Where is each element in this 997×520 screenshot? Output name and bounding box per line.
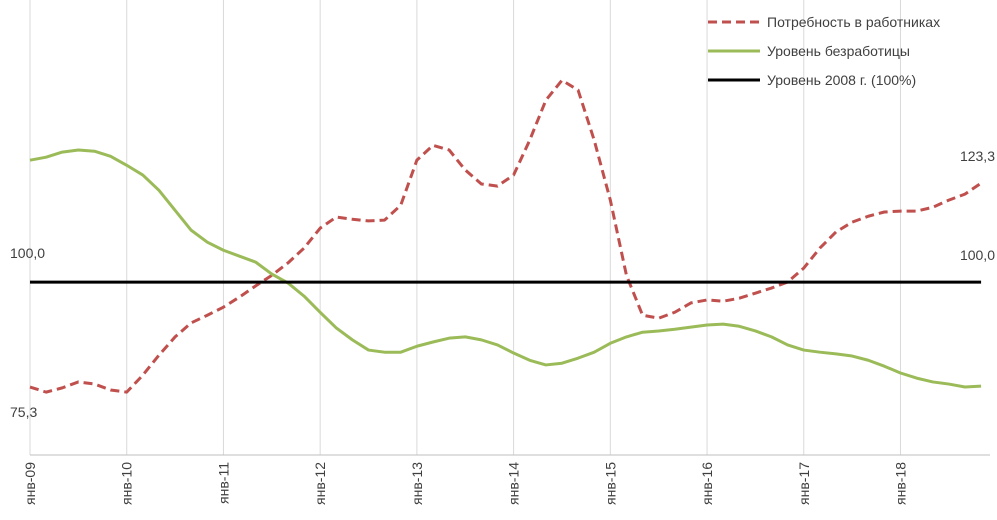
x-tick-label: янв-15 [602, 462, 618, 505]
data-label: 100,0 [960, 247, 995, 263]
data-label: 100,0 [10, 245, 45, 261]
legend-label: Уровень безработицы [767, 43, 910, 59]
x-tick-label: янв-09 [22, 462, 38, 505]
legend-label: Уровень 2008 г. (100%) [767, 72, 916, 88]
data-label: 75,3 [10, 404, 37, 420]
x-tick-label: янв-14 [506, 462, 522, 505]
series-line [29, 148, 982, 389]
x-tick-label: янв-17 [796, 462, 812, 505]
series-line [29, 78, 982, 394]
x-tick-label: янв-16 [699, 462, 715, 505]
x-tick-label: янв-12 [312, 462, 328, 505]
x-tick-label: янв-18 [892, 462, 908, 505]
x-tick-label: янв-13 [409, 462, 425, 505]
data-label: 123,3 [960, 148, 995, 164]
x-tick-label: янв-10 [119, 462, 135, 505]
legend-label: Потребность в работниках [767, 14, 940, 30]
x-tick-label: янв-11 [215, 462, 231, 504]
